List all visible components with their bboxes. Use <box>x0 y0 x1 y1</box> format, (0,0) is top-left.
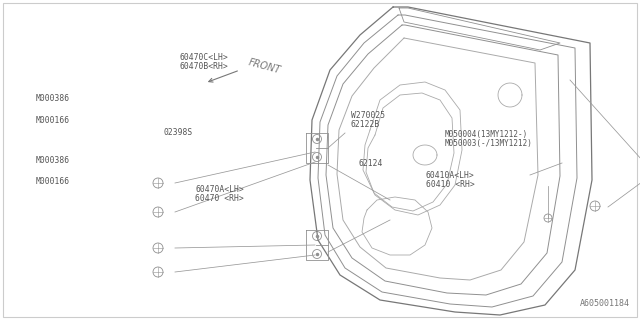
Text: A605001184: A605001184 <box>580 299 630 308</box>
Text: M000386: M000386 <box>35 94 69 103</box>
Text: 60410A<LH>: 60410A<LH> <box>426 171 474 180</box>
Text: 60470B<RH>: 60470B<RH> <box>179 62 228 71</box>
Text: 02398S: 02398S <box>163 128 193 137</box>
Text: M050003(-/13MY1212): M050003(-/13MY1212) <box>445 139 532 148</box>
Text: 62124: 62124 <box>358 159 383 168</box>
Text: M000166: M000166 <box>35 177 69 186</box>
Text: M050004(13MY1212-): M050004(13MY1212-) <box>445 130 528 139</box>
Text: 60410 <RH>: 60410 <RH> <box>426 180 474 188</box>
Text: M000386: M000386 <box>35 156 69 164</box>
Text: 60470 <RH>: 60470 <RH> <box>195 194 244 203</box>
Text: 60470C<LH>: 60470C<LH> <box>179 53 228 62</box>
Text: W270025: W270025 <box>351 111 385 120</box>
Text: M000166: M000166 <box>35 116 69 124</box>
Text: 62122B: 62122B <box>351 120 380 129</box>
Text: 60470A<LH>: 60470A<LH> <box>195 185 244 194</box>
Text: FRONT: FRONT <box>247 57 282 75</box>
